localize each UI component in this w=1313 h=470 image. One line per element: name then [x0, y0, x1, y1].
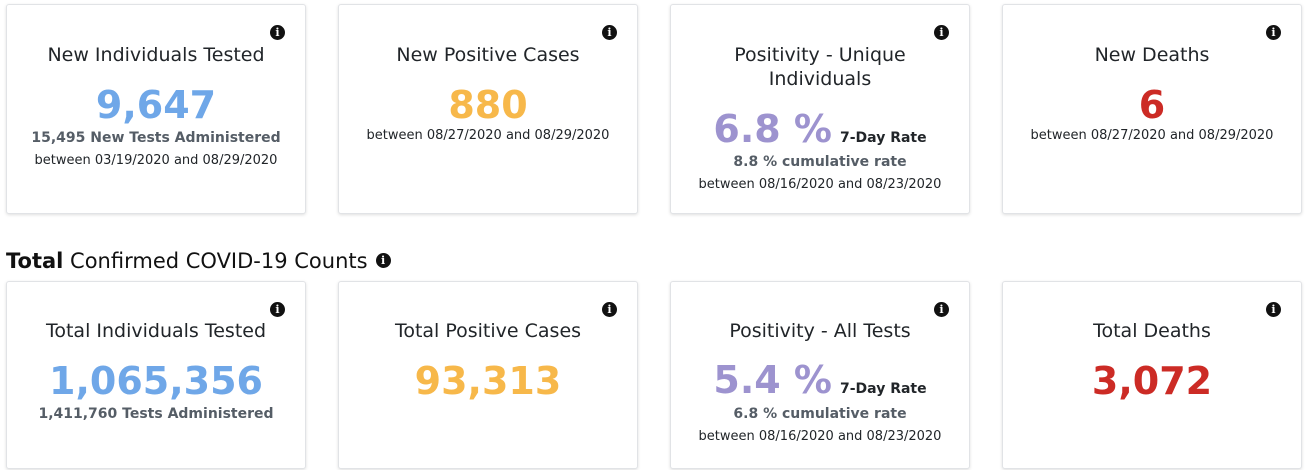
date-range: between 08/27/2020 and 08/29/2020 — [1030, 128, 1274, 143]
total-individuals-tested-value: 1,065,356 — [49, 359, 263, 403]
new-tests-administered: 15,495 New Tests Administered — [31, 130, 281, 146]
date-range: between 08/16/2020 and 08/23/2020 — [698, 177, 942, 192]
cumulative-rate: 8.8 % cumulative rate — [733, 154, 907, 170]
positivity-rate-line: 5.4 % 7-Day Rate — [671, 358, 969, 402]
card-positivity-unique-individuals: i Positivity - Unique Individuals 6.8 % 7… — [670, 4, 970, 214]
card-new-deaths: i New Deaths 6 between 08/27/2020 and 08… — [1002, 4, 1302, 214]
date-range: between 03/19/2020 and 08/29/2020 — [34, 153, 278, 168]
total-positive-cases-value: 93,313 — [414, 359, 562, 403]
card-title: New Deaths — [1094, 44, 1210, 66]
rate-label: 7-Day Rate — [840, 130, 927, 146]
new-deaths-value: 6 — [1138, 83, 1166, 127]
card-total-individuals-tested: i Total Individuals Tested 1,065,356 1,4… — [6, 281, 306, 469]
card-title: New Individuals Tested — [47, 44, 265, 66]
date-range: between 08/16/2020 and 08/23/2020 — [698, 429, 942, 444]
card-total-positive-cases: i Total Positive Cases 93,313 — [338, 281, 638, 469]
positivity-7day-value: 6.8 % — [713, 107, 832, 151]
positivity-7day-value: 5.4 % — [713, 358, 832, 402]
info-icon[interactable]: i — [270, 25, 285, 40]
info-icon[interactable]: i — [602, 302, 617, 317]
new-positive-cases-value: 880 — [448, 83, 528, 127]
section-title: Total Confirmed COVID-19 Counts i — [6, 247, 391, 275]
section-title-bold: Total — [6, 249, 64, 273]
card-title: Positivity - Unique Individuals — [734, 44, 906, 90]
info-icon[interactable]: i — [1266, 25, 1281, 40]
tests-administered: 1,411,760 Tests Administered — [38, 406, 274, 422]
info-icon[interactable]: i — [934, 302, 949, 317]
card-title: Total Positive Cases — [394, 320, 582, 342]
card-title: New Positive Cases — [396, 44, 580, 66]
card-positivity-all-tests: i Positivity - All Tests 5.4 % 7-Day Rate… — [670, 281, 970, 469]
card-title: Total Deaths — [1093, 320, 1211, 342]
section-title-rest: Confirmed COVID-19 Counts — [63, 249, 368, 273]
info-icon[interactable]: i — [934, 25, 949, 40]
card-new-individuals-tested: i New Individuals Tested 9,647 15,495 Ne… — [6, 4, 306, 214]
info-icon[interactable]: i — [270, 302, 285, 317]
card-new-positive-cases: i New Positive Cases 880 between 08/27/2… — [338, 4, 638, 214]
date-range: between 08/27/2020 and 08/29/2020 — [366, 128, 610, 143]
rate-label: 7-Day Rate — [840, 381, 927, 397]
card-title: Total Individuals Tested — [45, 320, 267, 342]
info-icon[interactable]: i — [375, 253, 391, 268]
card-total-deaths: i Total Deaths 3,072 — [1002, 281, 1302, 469]
cumulative-rate: 6.8 % cumulative rate — [733, 406, 907, 422]
new-individuals-tested-value: 9,647 — [95, 83, 217, 127]
positivity-rate-line: 6.8 % 7-Day Rate — [671, 107, 969, 151]
info-icon[interactable]: i — [602, 25, 617, 40]
info-icon[interactable]: i — [1266, 302, 1281, 317]
card-title: Positivity - All Tests — [729, 320, 911, 342]
total-deaths-value: 3,072 — [1091, 359, 1213, 403]
